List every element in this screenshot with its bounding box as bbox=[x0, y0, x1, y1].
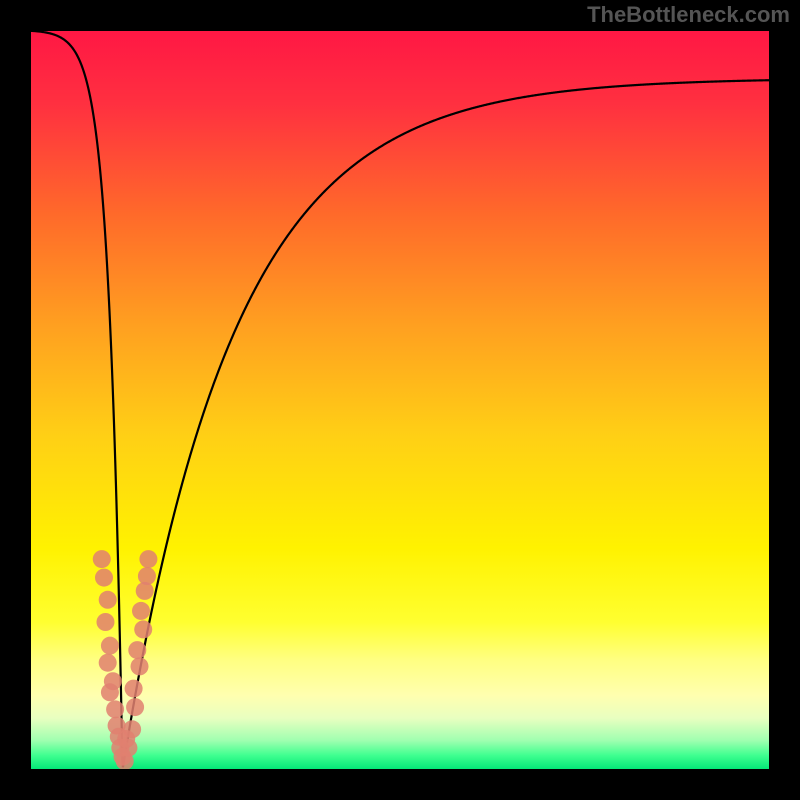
bottleneck-chart-svg bbox=[0, 0, 800, 800]
watermark-text: TheBottleneck.com bbox=[587, 2, 790, 28]
chart-container: TheBottleneck.com bbox=[0, 0, 800, 800]
